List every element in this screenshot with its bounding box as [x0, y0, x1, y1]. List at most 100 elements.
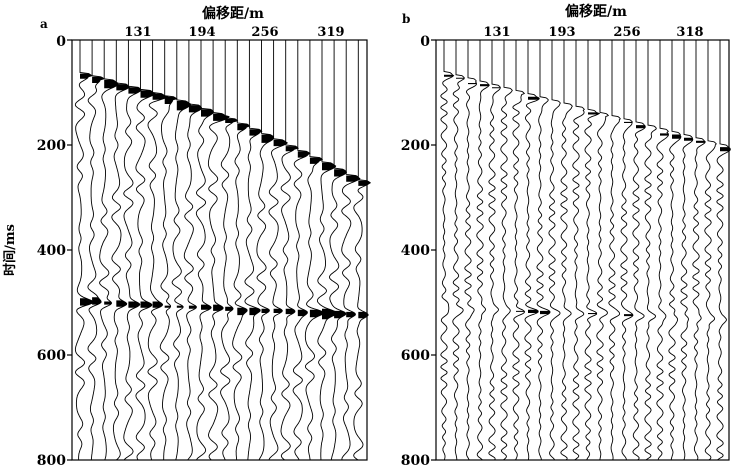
panel-b-x-axis-title: 偏移距/m: [565, 3, 627, 20]
panel-a: a 偏移距/m 131 194 256 319 0 200 400 600 80…: [2, 5, 372, 469]
trace-fill: [672, 134, 681, 139]
trace-fill: [480, 84, 490, 87]
panel-b: b 偏移距/m 131 193 256 318 0 200 400 600 80…: [401, 3, 731, 469]
trace-fill: [80, 298, 93, 306]
trace-fill: [213, 113, 229, 121]
trace-fill: [322, 308, 337, 320]
seismic-trace: [74, 40, 94, 461]
trace-fill: [164, 305, 171, 308]
trace-fill: [696, 140, 706, 143]
trace-fill: [128, 87, 141, 94]
seismic-trace: [232, 40, 251, 461]
panel-b-y-tick: 200: [401, 138, 430, 154]
panel-a-x-tick: 131: [124, 25, 151, 40]
seismic-trace: [329, 40, 348, 461]
trace-fill: [249, 129, 262, 136]
seismic-trace: [268, 40, 289, 461]
trace-fill: [322, 162, 336, 171]
trace-fill: [152, 301, 163, 308]
trace-fill: [104, 301, 112, 305]
seismic-trace: [692, 40, 706, 461]
panel-b-y-tick: 600: [401, 348, 430, 364]
panel-a-letter: a: [40, 17, 48, 31]
seismic-trace: [244, 40, 263, 461]
trace-fill: [309, 309, 324, 318]
panel-b-y-tick: 0: [420, 34, 430, 50]
trace-fill: [516, 310, 525, 312]
trace-fill: [213, 304, 224, 311]
trace-fill: [358, 311, 369, 319]
trace-fill: [92, 76, 105, 83]
seismic-trace: [596, 40, 610, 461]
trace-fill: [225, 306, 234, 311]
trace-fill: [273, 308, 283, 313]
trace-fill: [261, 134, 274, 143]
trace-fill: [636, 125, 646, 129]
trace-fill: [334, 169, 347, 177]
trace-fill: [588, 112, 600, 115]
seismic-trace: [99, 40, 119, 461]
trace-fill: [116, 84, 130, 91]
trace-fill: [249, 307, 261, 316]
trace-fill: [297, 309, 308, 317]
seismic-trace: [147, 40, 169, 461]
seismic-trace: [464, 40, 477, 461]
trace-fill: [285, 308, 295, 315]
panel-b-y-tick: 400: [401, 243, 430, 259]
trace-fill: [188, 305, 197, 309]
seismic-trace: [500, 40, 513, 461]
seismic-trace: [680, 40, 694, 461]
trace-fill: [346, 175, 360, 182]
seismic-trace: [644, 40, 657, 461]
trace-fill: [176, 305, 184, 308]
seismic-trace: [584, 40, 601, 461]
trace-fill: [456, 77, 465, 79]
trace-fill: [104, 79, 118, 89]
seismic-trace: [512, 40, 526, 461]
seismic-trace: [316, 40, 338, 461]
panel-a-y-tick: 0: [56, 34, 66, 50]
panel-b-x-tick: 256: [613, 25, 640, 40]
trace-fill: [528, 309, 539, 313]
panel-a-x-tick: 194: [188, 25, 215, 40]
seismic-trace: [256, 40, 275, 461]
seismic-trace: [536, 40, 551, 461]
panel-a-y-tick: 400: [37, 243, 66, 259]
seismic-trace: [292, 40, 311, 461]
seismic-trace: [123, 40, 142, 461]
trace-fill: [176, 100, 191, 111]
seismic-trace: [656, 40, 669, 461]
seismic-trace: [440, 40, 455, 461]
trace-fill: [152, 93, 168, 100]
trace-fill: [225, 118, 238, 123]
seismic-trace: [280, 40, 299, 461]
seismic-trace: [111, 40, 130, 461]
trace-fill: [684, 137, 693, 141]
seismic-trace: [207, 40, 230, 461]
trace-fill: [201, 304, 212, 310]
seismic-trace: [195, 40, 214, 461]
panel-b-x-tick: 131: [483, 25, 510, 40]
seismic-trace: [304, 40, 325, 461]
seismic-trace: [476, 40, 490, 461]
trace-fill: [140, 301, 152, 308]
trace-fill: [492, 87, 501, 89]
trace-fill: [201, 109, 214, 117]
seismic-trace: [353, 40, 372, 461]
trace-fill: [540, 310, 551, 315]
trace-fill: [528, 96, 540, 100]
trace-fill: [237, 124, 250, 131]
seismic-trace: [220, 40, 239, 461]
seismic-trace: [524, 40, 540, 461]
trace-fill: [660, 133, 669, 136]
trace-fill: [346, 311, 356, 318]
panel-a-y-tick: 800: [37, 453, 66, 469]
panel-a-x-axis-title: 偏移距/m: [202, 5, 264, 22]
trace-fill: [624, 314, 633, 317]
trace-fill: [237, 307, 248, 316]
trace-fill: [164, 96, 177, 104]
trace-fill: [128, 301, 140, 308]
panel-a-y-tick: 200: [37, 138, 66, 154]
seismic-trace: [668, 40, 682, 461]
